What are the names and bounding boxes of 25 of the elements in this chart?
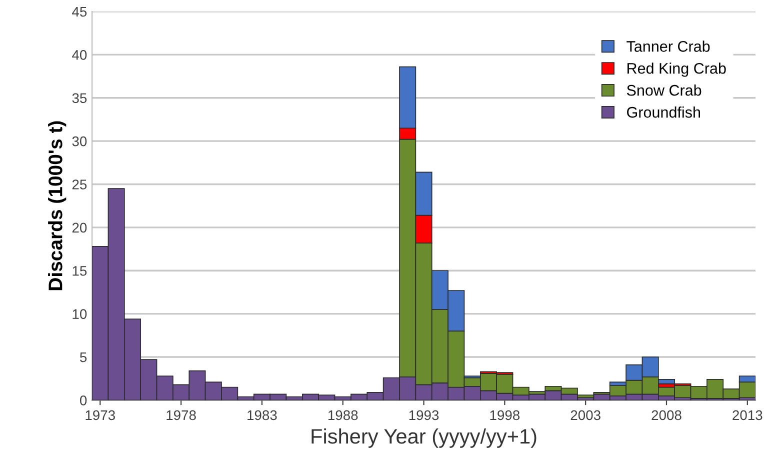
x-tick-label: 2003 [570,410,600,420]
x-tick-label: 2013 [732,410,762,420]
y-axis-title: Discards (1000's t) [48,121,66,290]
x-tick-label: 1993 [409,410,439,420]
y-tick-label: 10 [72,309,87,319]
x-tick-label: 1988 [328,410,358,420]
y-tick-label: 15 [72,266,87,276]
x-tick-label: 1973 [86,410,115,420]
y-tick-label: 40 [72,50,87,60]
x-tick-label: 2008 [652,410,682,420]
y-tick-label: 25 [72,180,87,190]
y-tick-label: 30 [72,136,87,146]
legend-label: Red King Crab [628,62,726,77]
legend-label: Tanner Crab [626,40,710,52]
y-tick-label: 5 [80,352,87,362]
x-axis-title: Fishery Year (yyyy/yy+1) [312,428,536,448]
y-tick-label: 35 [72,93,87,104]
x-tick-label: 1978 [166,410,196,420]
x-tick-label: 1998 [490,410,520,420]
legend-label: Snow Crab [626,84,702,96]
y-tick-label: 45 [72,6,87,17]
y-tick-label: 20 [72,222,87,233]
y-tick-label: 0 [80,396,87,406]
legend-label: Groundfish [627,106,700,118]
x-tick-label: 1983 [248,410,277,420]
